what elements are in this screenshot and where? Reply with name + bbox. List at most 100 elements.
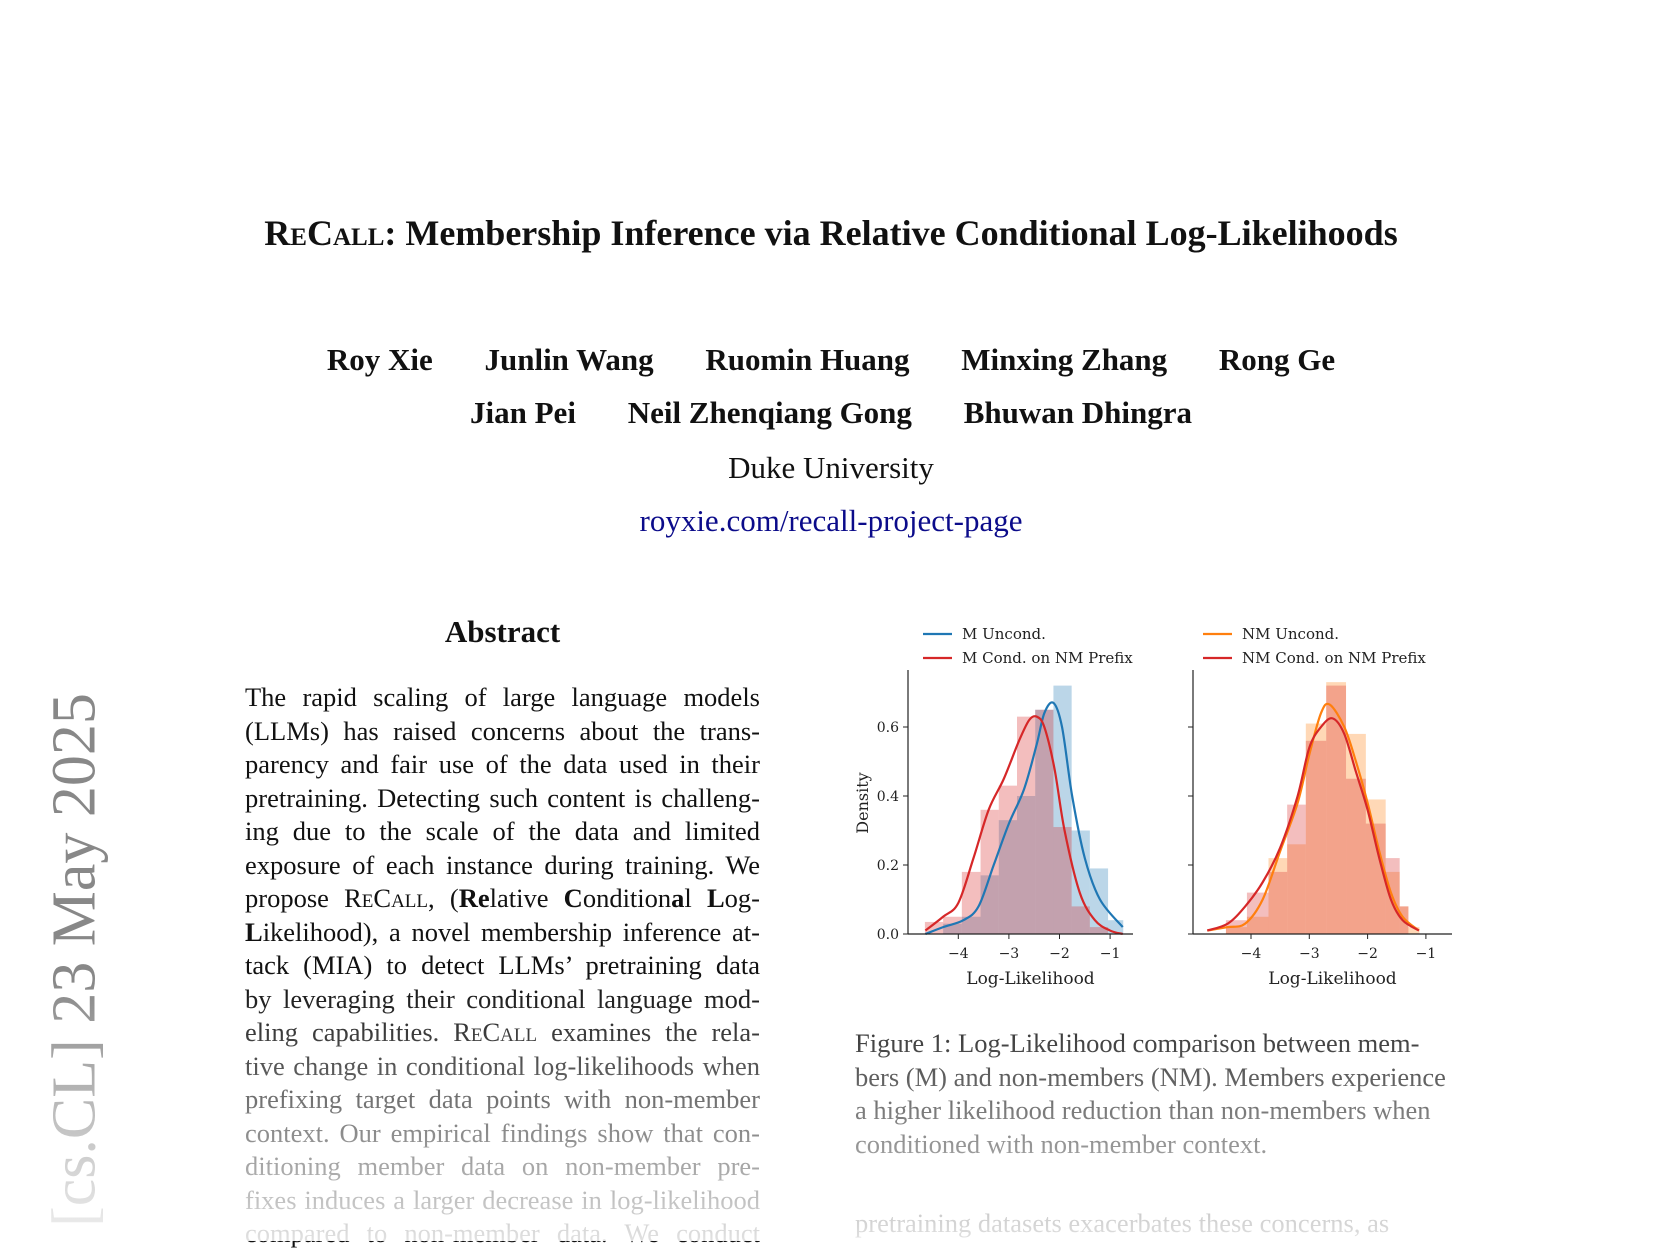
abstract-text-segment: (LLMs) has raised concerns about the tra… (245, 715, 760, 746)
histogram-bar (961, 916, 981, 934)
abstract-text-segment: tive change in conditional log-likelihoo… (245, 1050, 760, 1081)
title-rest: : Membership Inference via Relative Cond… (384, 213, 1398, 253)
histogram-bar (1305, 740, 1327, 934)
x-tick-label: −1 (1416, 946, 1437, 962)
caption-line: a higher likelihood reduction than non-m… (855, 1095, 1431, 1125)
histogram-bar (1246, 916, 1269, 934)
figure-caption: Figure 1: Log-Likelihood comparison betw… (855, 1027, 1465, 1161)
histogram-bar (1408, 927, 1420, 934)
x-axis-label: Log-Likelihood (1268, 969, 1397, 989)
author: Bhuwan Dhingra (963, 395, 1192, 430)
abstract-line: fixes induces a larger decrease in log-l… (245, 1184, 760, 1218)
histogram-bar (998, 820, 1017, 934)
kde-line (924, 715, 1124, 936)
abstract-text-segment: tack (MIA) to detect LLMs’ pretraining d… (245, 950, 760, 980)
author: Minxing Zhang (961, 342, 1168, 377)
affiliation: Duke University (728, 450, 934, 485)
abstract-text-segment: ditioning member data on non-member pre- (245, 1151, 760, 1181)
abstract-text-segment: context. Our empirical findings show tha… (245, 1117, 760, 1148)
x-tick-label: −2 (1049, 946, 1070, 962)
abstract-text-segment: fixes induces a larger decrease in log-l… (245, 1184, 760, 1215)
histogram-bar (1053, 685, 1072, 934)
abstract-text-segment: L (245, 916, 263, 947)
abstract-line: pretraining. Detecting such content is c… (245, 782, 760, 816)
abstract-text-segment: by leveraging their conditional language… (245, 983, 760, 1014)
y-tick-label: 0.6 (877, 720, 899, 736)
legend-label: M Uncond. (962, 625, 1046, 643)
histogram-bar (1268, 858, 1288, 934)
histogram-bar (1035, 709, 1054, 934)
project-page-link[interactable]: royxie.com/recall-project-page (639, 503, 1023, 538)
histogram-bar (1268, 871, 1288, 934)
histogram-bar (961, 871, 981, 934)
x-tick-label: −3 (1299, 946, 1320, 962)
histogram-bar (1071, 906, 1090, 934)
legend-label: NM Cond. on NM Prefix (1242, 649, 1426, 667)
author: Roy Xie (326, 342, 433, 377)
abstract-line: Likelihood), a novel membership inferenc… (245, 916, 760, 950)
abstract-text-segment: eling capabilities. (245, 1017, 454, 1047)
abstract-text-segment: exposure of each instance during trainin… (245, 849, 760, 880)
abstract-text-segment: examines the rela- (537, 1017, 760, 1047)
abstract-text-segment: ikelihood), a novel membership inference… (262, 916, 760, 947)
y-tick-label: 0.0 (877, 927, 899, 943)
figure-1-chart: 0.0 0.2 0.4 0.6 −4 −3 −2 −1 Log-Likelihood Densit… (853, 625, 1452, 989)
author: Jian Pei (470, 395, 576, 430)
abstract-line: tack (MIA) to detect LLMs’ pretraining d… (245, 949, 760, 983)
histogram-bar (924, 921, 944, 934)
x-tick-label: −4 (1241, 946, 1262, 962)
abstract-text-segment: Re (458, 883, 490, 913)
kde-line (1207, 702, 1420, 932)
author-row-1: Roy Xie Junlin Wang Ruomin Huang Minxing… (0, 342, 1654, 378)
abstract-text-segment: L (706, 883, 725, 913)
histogram-bar (1225, 927, 1247, 934)
abstract-line: compared to non-member data. We conduct (245, 1217, 760, 1251)
abstract-line: (LLMs) has raised concerns about the tra… (245, 715, 760, 749)
x-tick-label: −3 (999, 946, 1020, 962)
abstract-line: eling capabilities. ReCall examines the … (245, 1016, 760, 1050)
y-tick-label: 0.4 (877, 789, 899, 805)
author-row-2: Jian Pei Neil Zhenqiang Gong Bhuwan Dhin… (0, 395, 1654, 431)
abstract-text-segment: ing due to the scale of the data and lim… (245, 816, 760, 846)
author: Rong Ge (1218, 342, 1336, 377)
abstract-line: tive change in conditional log-likelihoo… (245, 1050, 760, 1084)
abstract-line: ditioning member data on non-member pre- (245, 1150, 760, 1184)
abstract-line: prefixing target data points with non-me… (245, 1083, 760, 1117)
abstract-line: exposure of each instance during trainin… (245, 849, 760, 883)
abstract-heading: Abstract (444, 614, 561, 649)
caption-line: bers (M) and non-members (NM). Members e… (855, 1061, 1446, 1092)
abstract-line: context. Our empirical findings show tha… (245, 1117, 760, 1151)
body-line: pretraining datasets exacerbates these c… (855, 1208, 1390, 1238)
abstract-text-segment: og- (724, 883, 760, 913)
title-method-name: ReCall (264, 213, 385, 253)
histogram-bar (1365, 823, 1386, 934)
arxiv-stamp: [cs.CL] 23 May 2025 (40, 693, 109, 1227)
histogram-bar (1035, 709, 1054, 934)
abstract-text-segment: The rapid scaling of large language mode… (245, 682, 760, 712)
histogram-bar (1053, 827, 1072, 934)
abstract-text-segment: l (684, 883, 707, 913)
paper-title: ReCall: Membership Inference via Relativ… (0, 212, 1654, 254)
kde-line (925, 701, 1124, 936)
histogram-bar (1305, 723, 1327, 934)
histogram-bar (1346, 778, 1366, 934)
histogram-bar (943, 923, 962, 934)
author: Junlin Wang (484, 342, 654, 377)
abstract-text-segment: a (671, 883, 685, 913)
abstract-text-segment: pretraining. Detecting such content is c… (245, 782, 760, 813)
abstract-line: parency and fair use of the data used in… (245, 748, 760, 782)
histogram-bar (998, 785, 1017, 934)
abstract-body: The rapid scaling of large language mode… (245, 681, 760, 1251)
abstract-text-segment: parency and fair use of the data used in… (245, 749, 760, 779)
histogram-bar (1016, 796, 1036, 934)
abstract-text-segment: , ( (428, 883, 459, 913)
histogram-bar (980, 809, 999, 934)
abstract-text-segment: ondition (582, 883, 672, 913)
abstract-text-segment: lative (489, 883, 564, 913)
legend-label: M Cond. on NM Prefix (962, 649, 1133, 667)
histogram-bar (1326, 682, 1347, 934)
abstract-line: propose ReCall, (Relative Conditional Lo… (245, 882, 760, 916)
histogram-bar (1365, 799, 1386, 934)
abstract-text-segment: prefixing target data points with non-me… (245, 1084, 760, 1114)
caption-line: Figure 1: Log-Likelihood comparison betw… (855, 1028, 1420, 1058)
